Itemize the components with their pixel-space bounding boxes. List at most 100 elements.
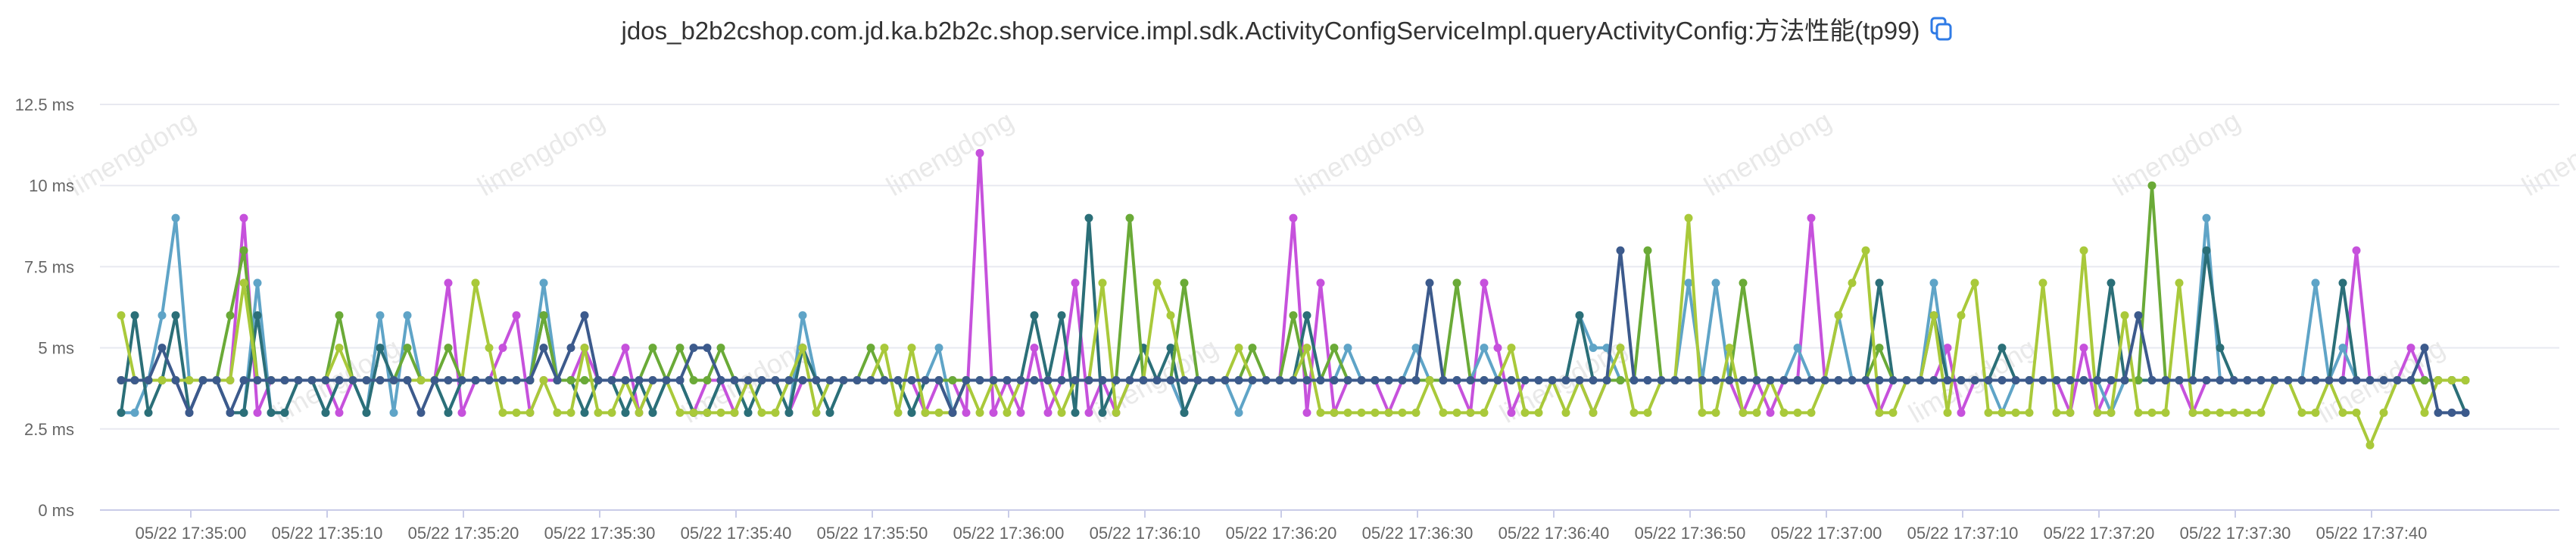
data-point[interactable] (239, 278, 248, 288)
data-point[interactable] (1629, 375, 1639, 384)
data-point[interactable] (1180, 408, 1189, 417)
data-point[interactable] (1943, 375, 1952, 384)
data-point[interactable] (2311, 408, 2320, 417)
data-point[interactable] (893, 375, 903, 384)
data-point[interactable] (144, 375, 153, 384)
data-point[interactable] (444, 375, 453, 384)
data-point[interactable] (1561, 375, 1570, 384)
data-point[interactable] (2216, 344, 2225, 353)
data-point[interactable] (2188, 375, 2197, 384)
data-point[interactable] (1384, 375, 1393, 384)
data-point[interactable] (498, 375, 507, 384)
data-point[interactable] (335, 408, 344, 417)
data-point[interactable] (1289, 213, 1298, 222)
data-point[interactable] (784, 375, 794, 384)
data-point[interactable] (239, 246, 248, 255)
data-point[interactable] (185, 375, 194, 384)
data-point[interactable] (2134, 311, 2143, 320)
data-point[interactable] (1820, 375, 1829, 384)
data-point[interactable] (2202, 213, 2211, 222)
data-point[interactable] (2079, 246, 2088, 255)
data-point[interactable] (2365, 440, 2375, 450)
data-point[interactable] (1970, 278, 1979, 288)
data-point[interactable] (157, 375, 167, 384)
data-point[interactable] (1929, 375, 1938, 384)
data-point[interactable] (1929, 311, 1938, 320)
data-point[interactable] (444, 408, 453, 417)
data-point[interactable] (1439, 375, 1448, 384)
data-point[interactable] (485, 375, 494, 384)
data-point[interactable] (1698, 408, 1707, 417)
data-point[interactable] (798, 375, 807, 384)
data-point[interactable] (1343, 375, 1352, 384)
data-point[interactable] (784, 408, 794, 417)
data-point[interactable] (580, 344, 589, 353)
data-point[interactable] (2107, 278, 2116, 288)
data-point[interactable] (975, 148, 984, 157)
data-point[interactable] (1957, 375, 1966, 384)
data-point[interactable] (1807, 375, 1816, 384)
data-point[interactable] (2216, 408, 2225, 417)
data-point[interactable] (1098, 278, 1107, 288)
data-point[interactable] (1970, 375, 1979, 384)
data-point[interactable] (1057, 408, 1066, 417)
data-point[interactable] (1507, 344, 1516, 353)
data-point[interactable] (117, 311, 126, 320)
data-point[interactable] (1589, 408, 1598, 417)
data-point[interactable] (1916, 375, 1925, 384)
data-point[interactable] (1411, 408, 1421, 417)
data-point[interactable] (403, 375, 412, 384)
data-point[interactable] (2175, 375, 2184, 384)
data-point[interactable] (2052, 375, 2061, 384)
data-point[interactable] (2256, 408, 2266, 417)
data-point[interactable] (2338, 375, 2347, 384)
data-point[interactable] (798, 311, 807, 320)
data-point[interactable] (1302, 375, 1311, 384)
data-point[interactable] (1616, 344, 1625, 353)
data-point[interactable] (621, 375, 630, 384)
data-point[interactable] (1316, 408, 1325, 417)
data-point[interactable] (962, 408, 971, 417)
data-point[interactable] (321, 408, 330, 417)
data-point[interactable] (716, 375, 725, 384)
data-point[interactable] (144, 408, 153, 417)
data-point[interactable] (1330, 344, 1339, 353)
data-point[interactable] (730, 375, 739, 384)
data-point[interactable] (1289, 311, 1298, 320)
data-point[interactable] (1234, 375, 1243, 384)
data-point[interactable] (621, 344, 630, 353)
data-point[interactable] (1261, 375, 1271, 384)
data-point[interactable] (1793, 375, 1802, 384)
data-point[interactable] (1507, 375, 1516, 384)
data-point[interactable] (1643, 375, 1652, 384)
data-point[interactable] (1984, 408, 1993, 417)
data-point[interactable] (1316, 375, 1325, 384)
data-point[interactable] (2175, 278, 2184, 288)
data-point[interactable] (1997, 375, 2007, 384)
data-point[interactable] (1343, 408, 1352, 417)
data-point[interactable] (1234, 408, 1243, 417)
data-point[interactable] (2284, 375, 2293, 384)
data-point[interactable] (1520, 408, 1530, 417)
data-point[interactable] (1452, 278, 1461, 288)
data-point[interactable] (539, 311, 548, 320)
data-point[interactable] (525, 375, 535, 384)
data-point[interactable] (2297, 375, 2306, 384)
data-point[interactable] (1848, 278, 1857, 288)
data-point[interactable] (1561, 408, 1570, 417)
data-point[interactable] (1398, 408, 1407, 417)
data-point[interactable] (2434, 408, 2443, 417)
data-point[interactable] (2025, 375, 2034, 384)
data-point[interactable] (648, 344, 657, 353)
data-point[interactable] (1534, 408, 1543, 417)
data-point[interactable] (757, 408, 766, 417)
data-point[interactable] (1739, 375, 1748, 384)
data-point[interactable] (2093, 408, 2102, 417)
data-point[interactable] (607, 408, 616, 417)
data-point[interactable] (2379, 408, 2388, 417)
data-point[interactable] (1997, 344, 2007, 353)
data-point[interactable] (907, 375, 916, 384)
data-point[interactable] (1043, 408, 1053, 417)
data-point[interactable] (416, 375, 426, 384)
data-point[interactable] (1357, 408, 1366, 417)
